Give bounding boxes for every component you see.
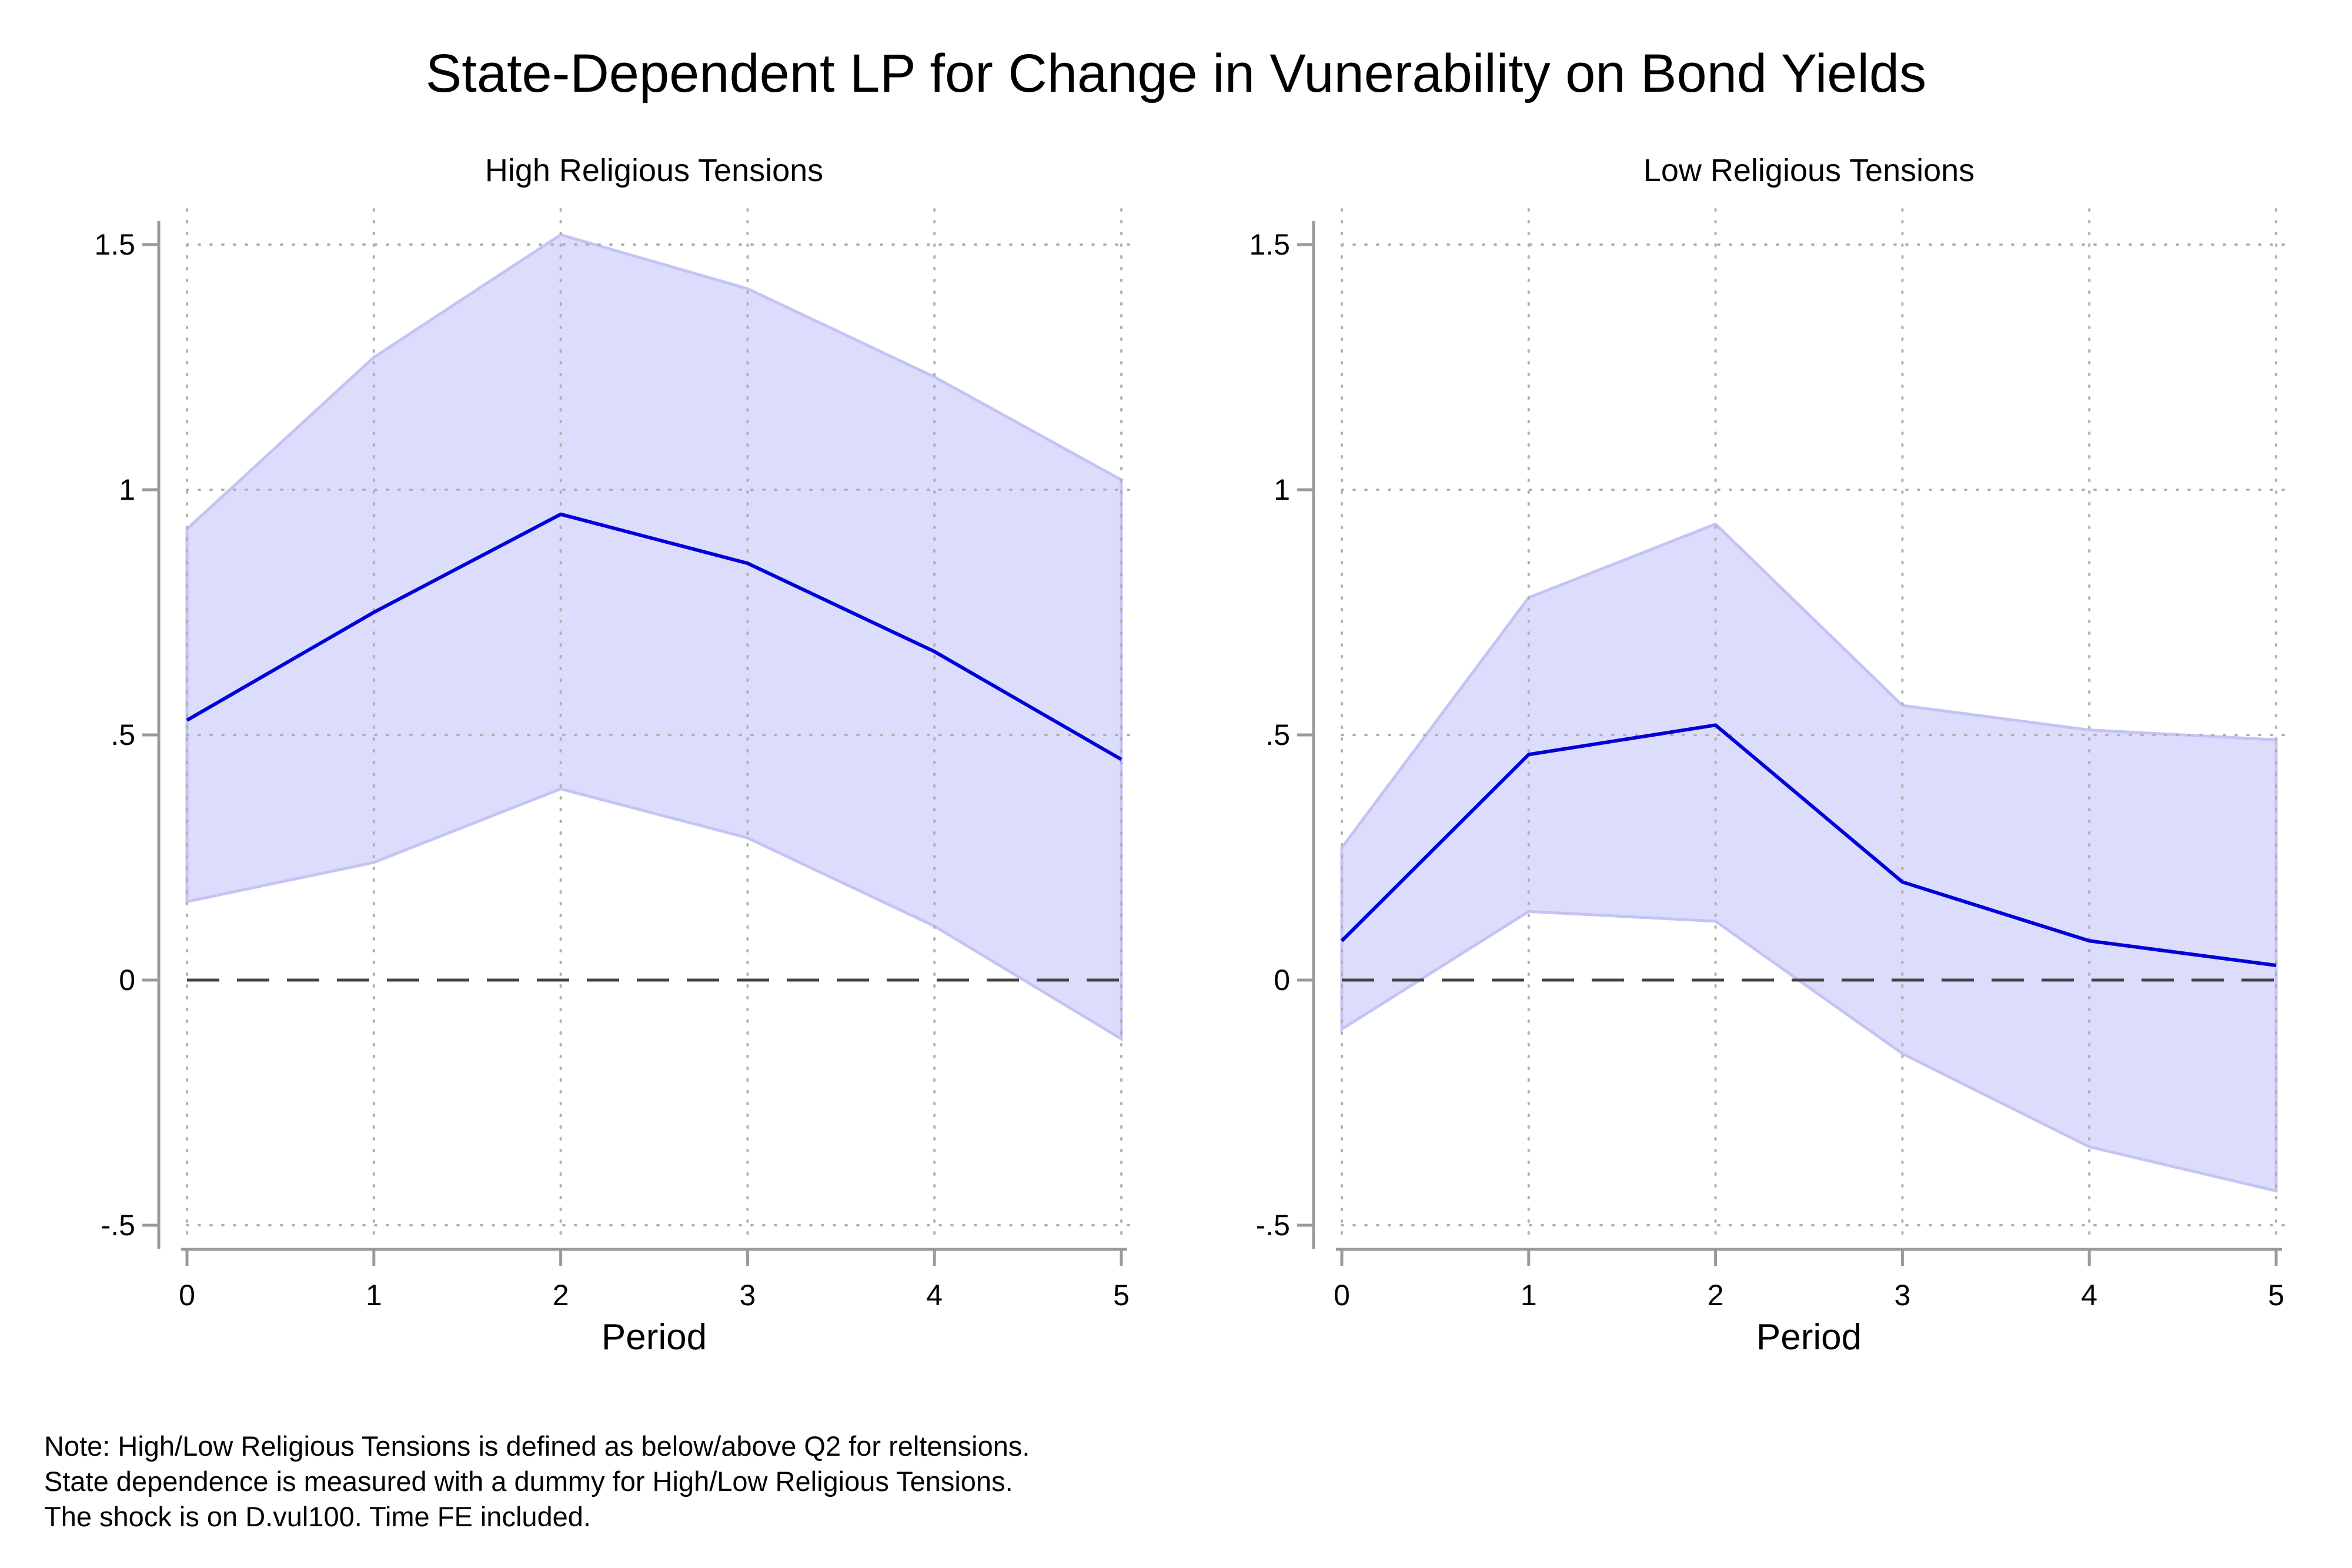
panel-2-y-tick-label-1: 1 xyxy=(1274,473,1290,506)
panel-2-x-tick-label-3: 3 xyxy=(1894,1279,1910,1312)
panel-2-x-tick-label-2: 2 xyxy=(1708,1279,1724,1312)
panel-2-y-tick-label-3: 0 xyxy=(1274,964,1290,997)
panel-1-x-tick-label-0: 0 xyxy=(179,1279,195,1312)
note-line-2: State dependence is measured with a dumm… xyxy=(44,1466,1013,1497)
panel-2-y-tick-label-0: 1.5 xyxy=(1249,228,1290,261)
note-line-1: Note: High/Low Religious Tensions is def… xyxy=(44,1430,1030,1462)
panel-2-y-tick-label-4: -.5 xyxy=(1256,1209,1290,1242)
panel-1-y-tick-label-2: .5 xyxy=(111,718,135,751)
panel-1-x-tick-label-3: 3 xyxy=(739,1279,756,1312)
panel-1-title: High Religious Tensions xyxy=(485,153,823,188)
panel-1-x-tick-label-5: 5 xyxy=(1113,1279,1130,1312)
figure-note: Note: High/Low Religious Tensions is def… xyxy=(44,1429,1030,1534)
figure-title: State-Dependent LP for Change in Vunerab… xyxy=(425,44,1927,103)
panel-2-confidence-band xyxy=(1340,522,2278,1193)
panel-1-y-tick-label-3: 0 xyxy=(119,964,135,997)
panel-1-x-axis-label: Period xyxy=(602,1317,707,1358)
panel-2-estimate-line xyxy=(1340,723,2277,967)
panel-1-estimate-line xyxy=(186,512,1122,761)
panel-1-confidence-band xyxy=(185,233,1123,1042)
panel-2-x-tick-label-4: 4 xyxy=(2081,1279,2097,1312)
panel-1-y-tick-label-1: 1 xyxy=(119,473,135,506)
panel-2-x-axis-label: Period xyxy=(1756,1317,1862,1358)
panel-2-title: Low Religious Tensions xyxy=(1643,153,1975,188)
panel-1-x-tick-label-2: 2 xyxy=(553,1279,569,1312)
panel-2-y-tick-label-2: .5 xyxy=(1265,718,1290,751)
panel-2-x-tick-label-1: 1 xyxy=(1521,1279,1537,1312)
panel-1-x-tick-label-1: 1 xyxy=(366,1279,382,1312)
note-line-3: The shock is on D.vul100. Time FE includ… xyxy=(44,1501,591,1532)
panel-1-x-tick-label-4: 4 xyxy=(926,1279,943,1312)
panel-2-x-tick-label-5: 5 xyxy=(2268,1279,2284,1312)
panel-2-x-tick-label-0: 0 xyxy=(1334,1279,1350,1312)
panel-1-y-tick-label-0: 1.5 xyxy=(94,228,135,261)
panel-1-y-tick-label-4: -.5 xyxy=(101,1209,135,1242)
